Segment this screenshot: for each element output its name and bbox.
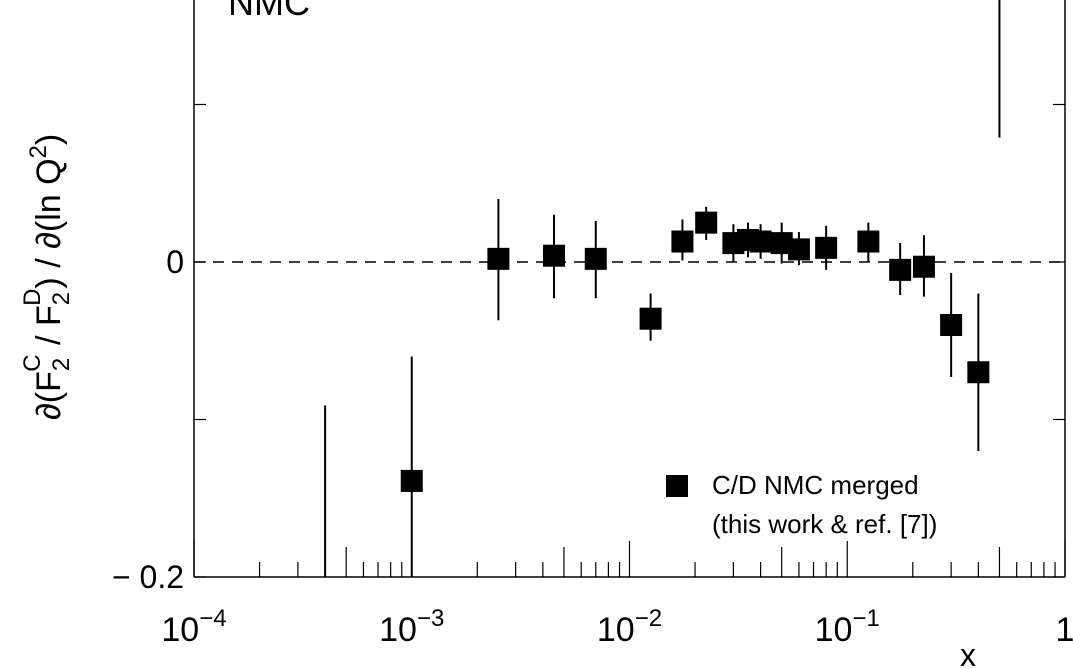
data-point: [487, 247, 510, 270]
legend-marker: [666, 475, 688, 497]
data-point: [749, 230, 772, 253]
data-point: [770, 232, 793, 255]
data-point: [912, 255, 935, 278]
x-tick-label: 10−4: [161, 605, 226, 649]
x-axis-label: x: [960, 637, 976, 669]
data-point: [639, 307, 662, 330]
legend-line-1: C/D NMC merged: [712, 470, 919, 500]
data-point: [542, 244, 565, 267]
experiment-label: NMC: [228, 0, 310, 23]
data-point: [671, 230, 694, 253]
data-point: [940, 314, 963, 336]
y-tick-label: 0: [166, 244, 184, 280]
data-points: [324, 0, 1001, 577]
data-point: [967, 361, 990, 384]
x-tick-label: 10−1: [815, 605, 880, 649]
x-tick-label: 10−3: [379, 605, 444, 649]
data-point: [815, 236, 838, 259]
legend: C/D NMC merged (this work & ref. [7]): [666, 470, 937, 539]
y-axis-label: ∂(F2C / F2D) / ∂(ln Q2): [19, 134, 75, 420]
legend-line-2: (this work & ref. [7]): [712, 509, 937, 539]
data-point: [857, 230, 880, 253]
data-point: [584, 247, 607, 270]
data-point: [400, 469, 423, 492]
x-tick-label: 1: [1056, 611, 1073, 649]
tick-labels: 10−4 10−3 10−2 10−1 1 0 − 0.2: [112, 244, 1073, 649]
data-point: [889, 258, 912, 281]
x-tick-label: 10−2: [597, 605, 662, 649]
data-point: [787, 238, 810, 261]
y-tick-label: − 0.2: [112, 559, 184, 595]
data-point: [695, 211, 718, 234]
